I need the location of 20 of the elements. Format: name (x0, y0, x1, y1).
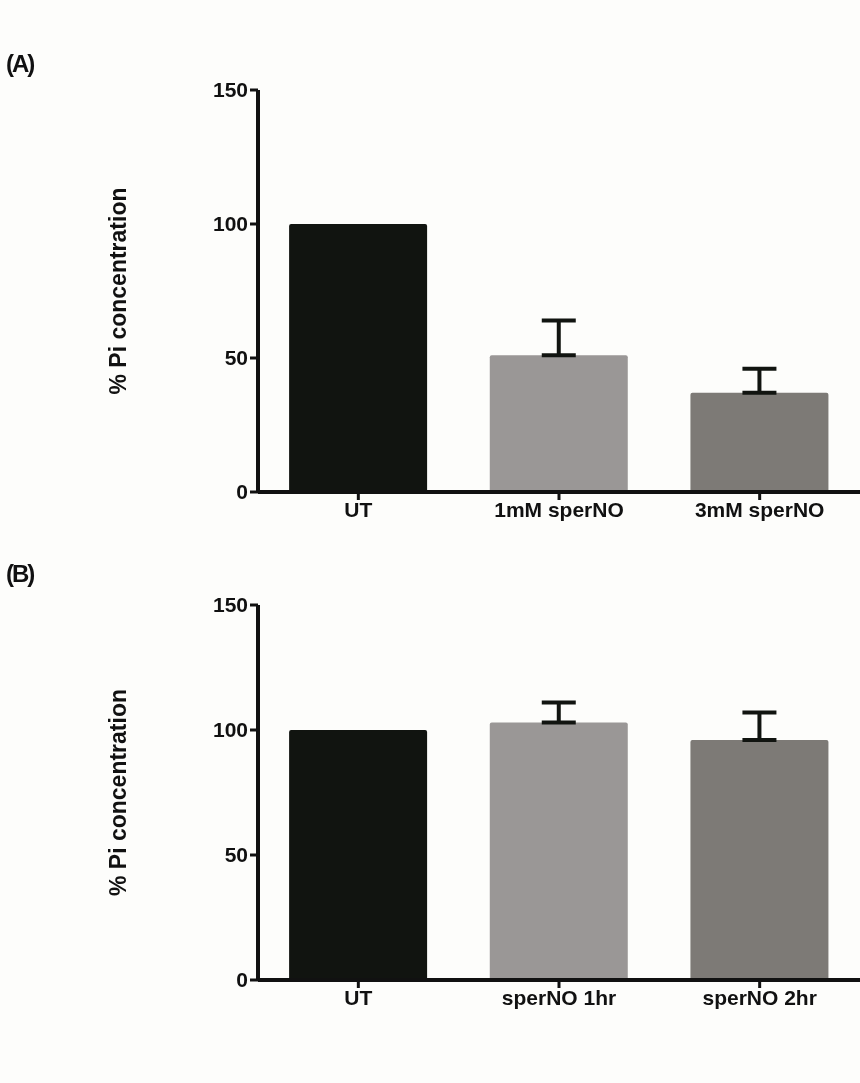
y-tick-label: 0 (236, 480, 248, 504)
x-tick-label: sperNO 1hr (501, 985, 617, 1009)
y-tick-label: 100 (212, 718, 248, 742)
x-tick-label: 3mM sperNO (694, 497, 825, 521)
y-tick-label: 50 (224, 346, 248, 370)
bar (489, 355, 628, 492)
x-tick-label: sperNO 2hr (702, 985, 817, 1009)
y-axis-title: % Pi concentration (105, 688, 132, 897)
y-axis-title: % Pi concentration (105, 187, 132, 395)
x-tick-label: UT (344, 497, 373, 521)
y-tick-label: 0 (236, 968, 248, 992)
x-tick-label: 1mM sperNO (494, 497, 624, 521)
y-tick-label: 50 (224, 843, 248, 867)
x-tick-label: UT (344, 985, 373, 1009)
text: (B) (6, 560, 34, 588)
text: (A) (6, 50, 34, 78)
y-tick-label: 100 (212, 212, 248, 236)
y-tick-label: 150 (212, 593, 248, 617)
y-tick-label: 150 (212, 78, 248, 102)
bar (690, 392, 829, 492)
